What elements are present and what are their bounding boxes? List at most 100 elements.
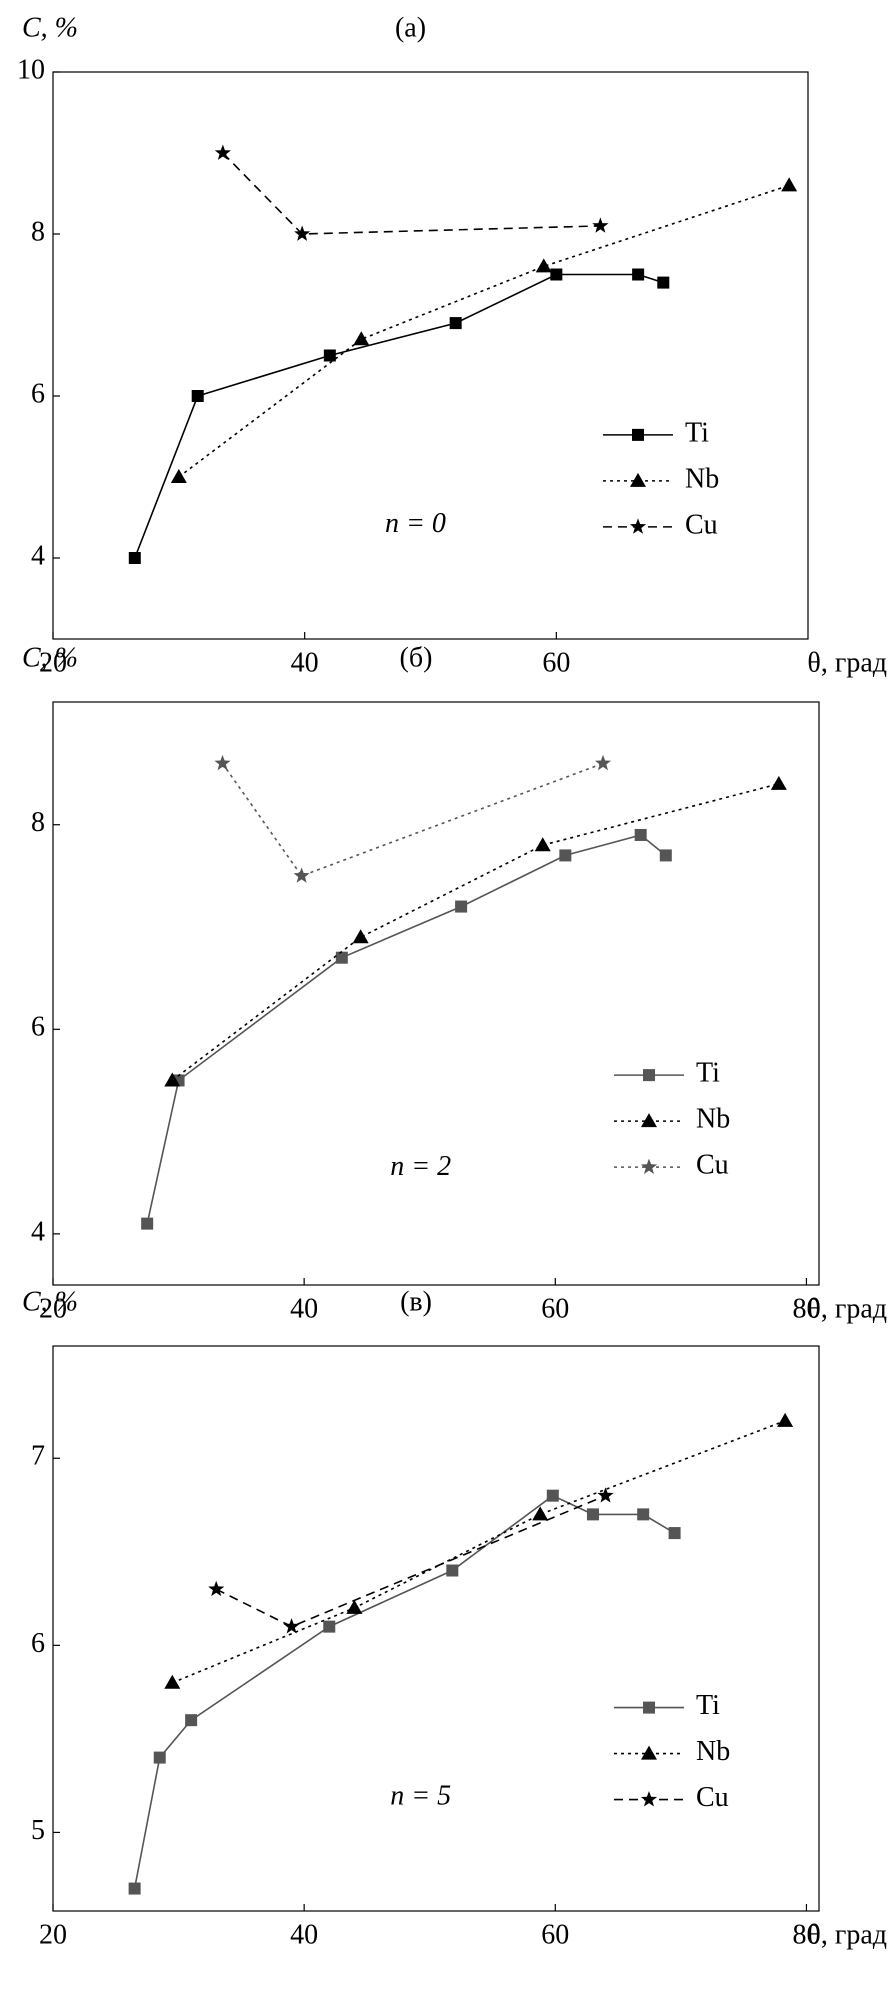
data-point bbox=[634, 828, 647, 841]
legend-marker bbox=[640, 1158, 658, 1174]
x-tick-label: 20 bbox=[39, 1919, 67, 1950]
legend-marker bbox=[641, 1113, 657, 1128]
x-tick-label: 60 bbox=[541, 1919, 569, 1950]
x-axis-label: θ, град bbox=[807, 1293, 887, 1324]
data-point bbox=[128, 1882, 141, 1895]
y-tick-label: 7 bbox=[31, 1441, 45, 1472]
x-tick-label: 20 bbox=[39, 647, 67, 678]
panel-title: (в) bbox=[400, 1286, 432, 1317]
x-tick-label: 40 bbox=[290, 1293, 318, 1324]
y-tick-label: 8 bbox=[31, 216, 45, 247]
series-line bbox=[133, 1494, 676, 1889]
x-tick-label: 80 bbox=[792, 1293, 820, 1324]
data-point bbox=[352, 929, 369, 944]
data-point bbox=[446, 1564, 459, 1577]
x-tick-label: 60 bbox=[541, 1293, 569, 1324]
legend-marker bbox=[632, 428, 644, 441]
y-tick-label: 8 bbox=[31, 807, 45, 838]
x-axis-label: θ, град bbox=[807, 647, 887, 678]
data-point bbox=[594, 754, 612, 771]
data-point bbox=[532, 1506, 549, 1521]
legend-marker bbox=[643, 1701, 655, 1714]
y-axis-label: C, % bbox=[22, 12, 78, 43]
data-point bbox=[214, 144, 231, 160]
data-point bbox=[534, 837, 551, 852]
annotation: n = 0 bbox=[385, 508, 446, 539]
data-point bbox=[164, 1674, 181, 1689]
data-point bbox=[323, 349, 336, 362]
data-point bbox=[128, 552, 141, 564]
data-point bbox=[353, 331, 370, 346]
series-line bbox=[171, 783, 780, 1082]
data-point bbox=[770, 775, 787, 790]
y-tick-label: 6 bbox=[31, 1628, 45, 1659]
data-point bbox=[597, 1487, 614, 1503]
data-point bbox=[586, 1508, 599, 1521]
data-point bbox=[637, 1508, 650, 1521]
panel-title: (а) bbox=[395, 12, 426, 43]
plot-frame bbox=[52, 701, 820, 1286]
series-line bbox=[215, 1494, 606, 1628]
data-point bbox=[170, 469, 187, 483]
legend-marker bbox=[641, 1745, 657, 1760]
data-point bbox=[592, 217, 609, 233]
data-point bbox=[668, 1527, 681, 1540]
data-point bbox=[323, 1620, 336, 1633]
legend-label: Nb bbox=[696, 1104, 730, 1135]
x-axis-label: θ, град bbox=[807, 1919, 887, 1950]
x-tick-label: 20 bbox=[39, 1293, 67, 1324]
y-tick-label: 4 bbox=[31, 1216, 45, 1247]
x-tick-label: 40 bbox=[291, 647, 319, 678]
data-point bbox=[214, 754, 231, 771]
legend-label: Cu bbox=[696, 1150, 729, 1181]
plot-frame bbox=[52, 71, 809, 640]
legend-label: Nb bbox=[696, 1736, 730, 1767]
data-point bbox=[208, 1580, 225, 1597]
data-point bbox=[346, 1599, 363, 1614]
legend-label: Cu bbox=[696, 1782, 729, 1813]
data-point bbox=[550, 268, 563, 281]
data-point bbox=[449, 317, 462, 330]
annotation: n = 5 bbox=[390, 1780, 451, 1811]
data-point bbox=[657, 276, 670, 289]
y-axis-label: C, % bbox=[22, 1286, 78, 1317]
legend-marker bbox=[629, 518, 647, 534]
series-line bbox=[171, 1420, 786, 1684]
legend-label: Ti bbox=[696, 1690, 720, 1721]
data-point bbox=[294, 225, 311, 241]
x-tick-label: 80 bbox=[792, 1919, 820, 1950]
data-point bbox=[335, 951, 348, 964]
y-axis-label: C, % bbox=[22, 642, 78, 673]
data-point bbox=[191, 390, 204, 402]
x-tick-label: 60 bbox=[542, 647, 570, 678]
data-point bbox=[632, 268, 645, 281]
y-tick-label: 4 bbox=[31, 540, 45, 571]
data-point bbox=[781, 177, 798, 192]
plot-frame bbox=[52, 1345, 820, 1912]
y-tick-label: 6 bbox=[31, 1012, 45, 1043]
x-tick-label: 40 bbox=[290, 1919, 318, 1950]
y-tick-label: 5 bbox=[31, 1815, 45, 1846]
legend-label: Ti bbox=[696, 1058, 720, 1089]
series-line bbox=[222, 152, 601, 235]
legend-label: Ti bbox=[685, 417, 709, 448]
y-tick-label: 6 bbox=[31, 378, 45, 409]
y-tick-label: 10 bbox=[17, 54, 45, 85]
series-line bbox=[178, 184, 790, 478]
data-point bbox=[559, 849, 572, 862]
legend-label: Cu bbox=[685, 509, 718, 540]
data-point bbox=[546, 1489, 559, 1502]
data-point bbox=[293, 867, 310, 883]
annotation: n = 2 bbox=[390, 1151, 451, 1182]
data-point bbox=[141, 1217, 154, 1230]
series-line bbox=[221, 762, 604, 877]
data-point bbox=[283, 1618, 300, 1634]
data-point bbox=[777, 1412, 794, 1427]
data-point bbox=[185, 1714, 198, 1727]
legend-marker bbox=[643, 1069, 655, 1082]
data-point bbox=[659, 849, 672, 862]
data-point bbox=[164, 1072, 181, 1087]
legend-marker bbox=[630, 472, 646, 487]
legend-marker bbox=[640, 1791, 658, 1807]
